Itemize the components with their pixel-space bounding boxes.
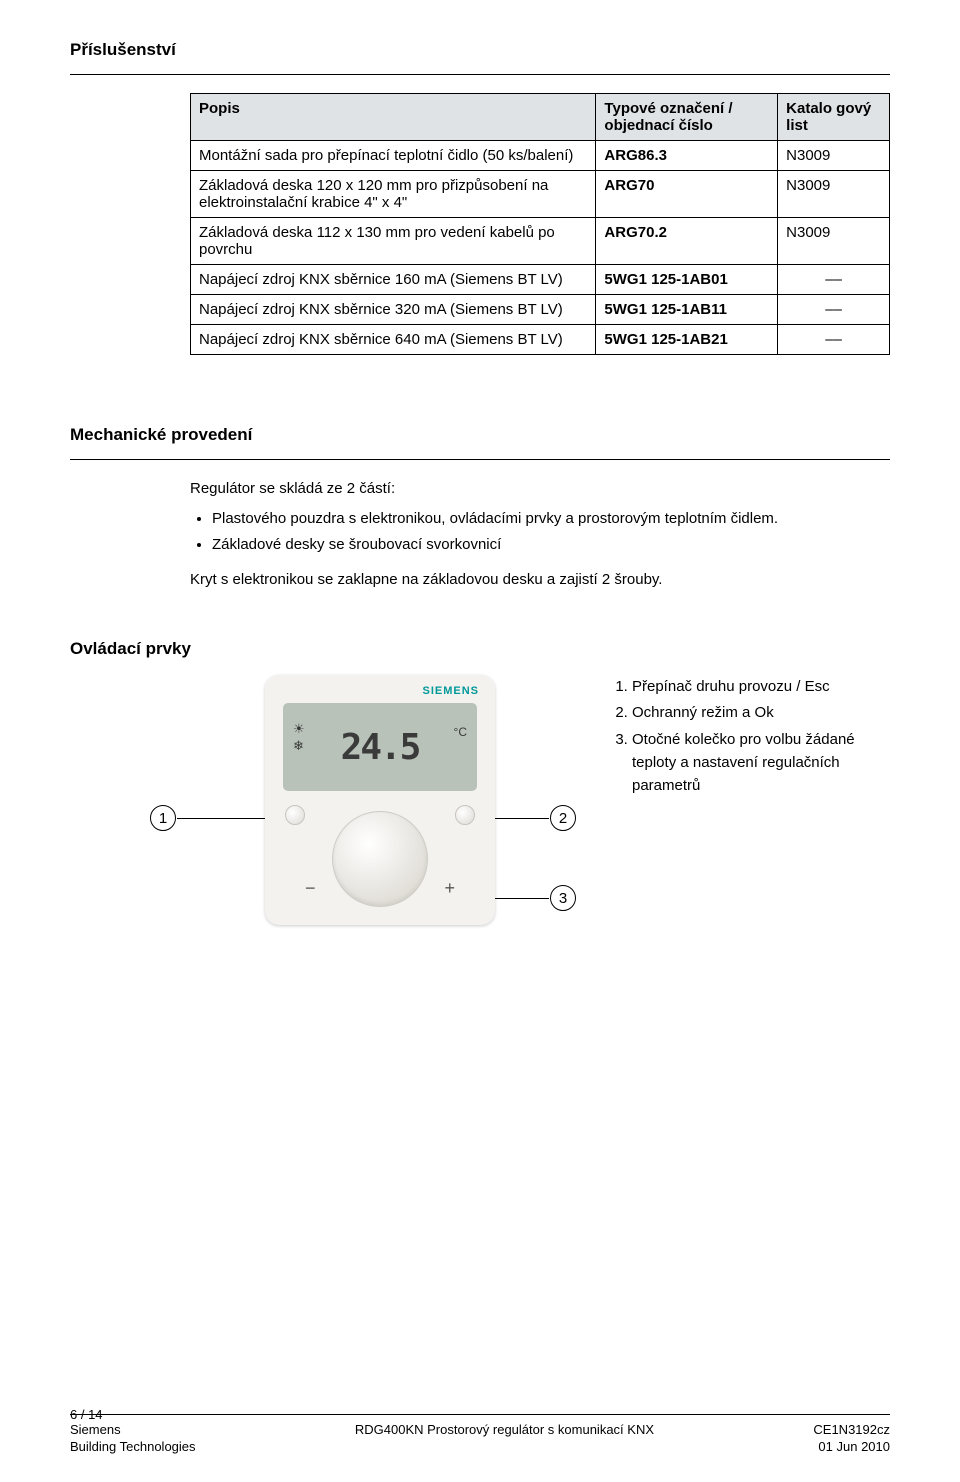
sun-icon: ☀❄ [293, 721, 305, 755]
cell-code: 5WG1 125-1AB11 [596, 295, 778, 325]
cell-desc: Napájecí zdroj KNX sběrnice 160 mA (Siem… [191, 265, 596, 295]
cell-desc: Základová deska 112 x 130 mm pro vedení … [191, 218, 596, 265]
cell-code: 5WG1 125-1AB21 [596, 325, 778, 355]
footer-right-1: CE1N3192cz [813, 1421, 890, 1439]
table-row: Montážní sada pro přepínací teplotní čid… [191, 141, 890, 171]
callout-1: 1 [150, 805, 176, 831]
page-footer: Siemens Building Technologies RDG400KN P… [70, 1414, 890, 1456]
table-row: Základová deska 112 x 130 mm pro vedení … [191, 218, 890, 265]
table-row: Základová deska 120 x 120 mm pro přizpůs… [191, 171, 890, 218]
th-desc: Popis [191, 94, 596, 141]
cell-code: ARG70.2 [596, 218, 778, 265]
mode-button[interactable] [285, 805, 305, 825]
device-screen: ☀❄ 24.5 °C [283, 703, 477, 791]
footer-left-1: Siemens [70, 1421, 196, 1439]
plus-icon: + [444, 878, 455, 899]
th-catalog: Katalo gový list [778, 94, 890, 141]
footer-left-2: Building Technologies [70, 1438, 196, 1456]
cell-catalog: N3009 [778, 218, 890, 265]
cell-code: ARG86.3 [596, 141, 778, 171]
cell-desc: Základová deska 120 x 120 mm pro přizpůs… [191, 171, 596, 218]
footer-right-2: 01 Jun 2010 [813, 1438, 890, 1456]
list-item: Základové desky se šroubovací svorkovnic… [212, 534, 890, 556]
cell-desc: Napájecí zdroj KNX sběrnice 640 mA (Siem… [191, 325, 596, 355]
mechanical-list: Plastového pouzdra s elektronikou, ovlád… [190, 508, 890, 556]
cell-catalog: –– [778, 325, 890, 355]
legend-item: Ochranný režim a Ok [632, 701, 890, 724]
footer-center: RDG400KN Prostorový regulátor s komunika… [196, 1421, 814, 1456]
mechanical-note: Kryt s elektronikou se zaklapne na zákla… [190, 569, 890, 591]
th-code: Typové označení / objednací číslo [596, 94, 778, 141]
cell-code: ARG70 [596, 171, 778, 218]
display-value: 24.5 [341, 727, 420, 768]
callout-3: 3 [550, 885, 576, 911]
callout-legend: Přepínač druhu provozu / Esc Ochranný re… [610, 675, 890, 800]
cell-catalog: N3009 [778, 141, 890, 171]
ok-button[interactable] [455, 805, 475, 825]
accessories-heading: Příslušenství [70, 40, 890, 60]
cell-catalog: N3009 [778, 171, 890, 218]
rotary-knob[interactable] [332, 811, 428, 907]
mechanical-heading: Mechanické provedení [70, 425, 890, 445]
accessories-table: Popis Typové označení / objednací číslo … [190, 93, 890, 355]
mechanical-intro: Regulátor se skládá ze 2 částí: [190, 478, 890, 500]
display-unit: °C [454, 725, 467, 739]
heading-rule [70, 74, 890, 75]
callout-2: 2 [550, 805, 576, 831]
legend-item: Přepínač druhu provozu / Esc [632, 675, 890, 698]
device-brand: SIEMENS [422, 685, 479, 697]
cell-desc: Montážní sada pro přepínací teplotní čid… [191, 141, 596, 171]
list-item: Plastového pouzdra s elektronikou, ovlád… [212, 508, 890, 530]
controls-heading: Ovládací prvky [70, 639, 890, 659]
cell-catalog: –– [778, 295, 890, 325]
table-row: Napájecí zdroj KNX sběrnice 320 mA (Siem… [191, 295, 890, 325]
cell-code: 5WG1 125-1AB01 [596, 265, 778, 295]
device-figure: 1 2 3 SIEMENS ☀❄ 24.5 °C [190, 675, 570, 925]
cell-catalog: –– [778, 265, 890, 295]
table-row: Napájecí zdroj KNX sběrnice 640 mA (Siem… [191, 325, 890, 355]
heading-rule [70, 459, 890, 460]
legend-item: Otočné kolečko pro volbu žádané teploty … [632, 728, 890, 798]
minus-icon: − [305, 878, 316, 899]
cell-desc: Napájecí zdroj KNX sběrnice 320 mA (Siem… [191, 295, 596, 325]
table-row: Napájecí zdroj KNX sběrnice 160 mA (Siem… [191, 265, 890, 295]
thermostat-device: SIEMENS ☀❄ 24.5 °C − + [265, 675, 495, 925]
